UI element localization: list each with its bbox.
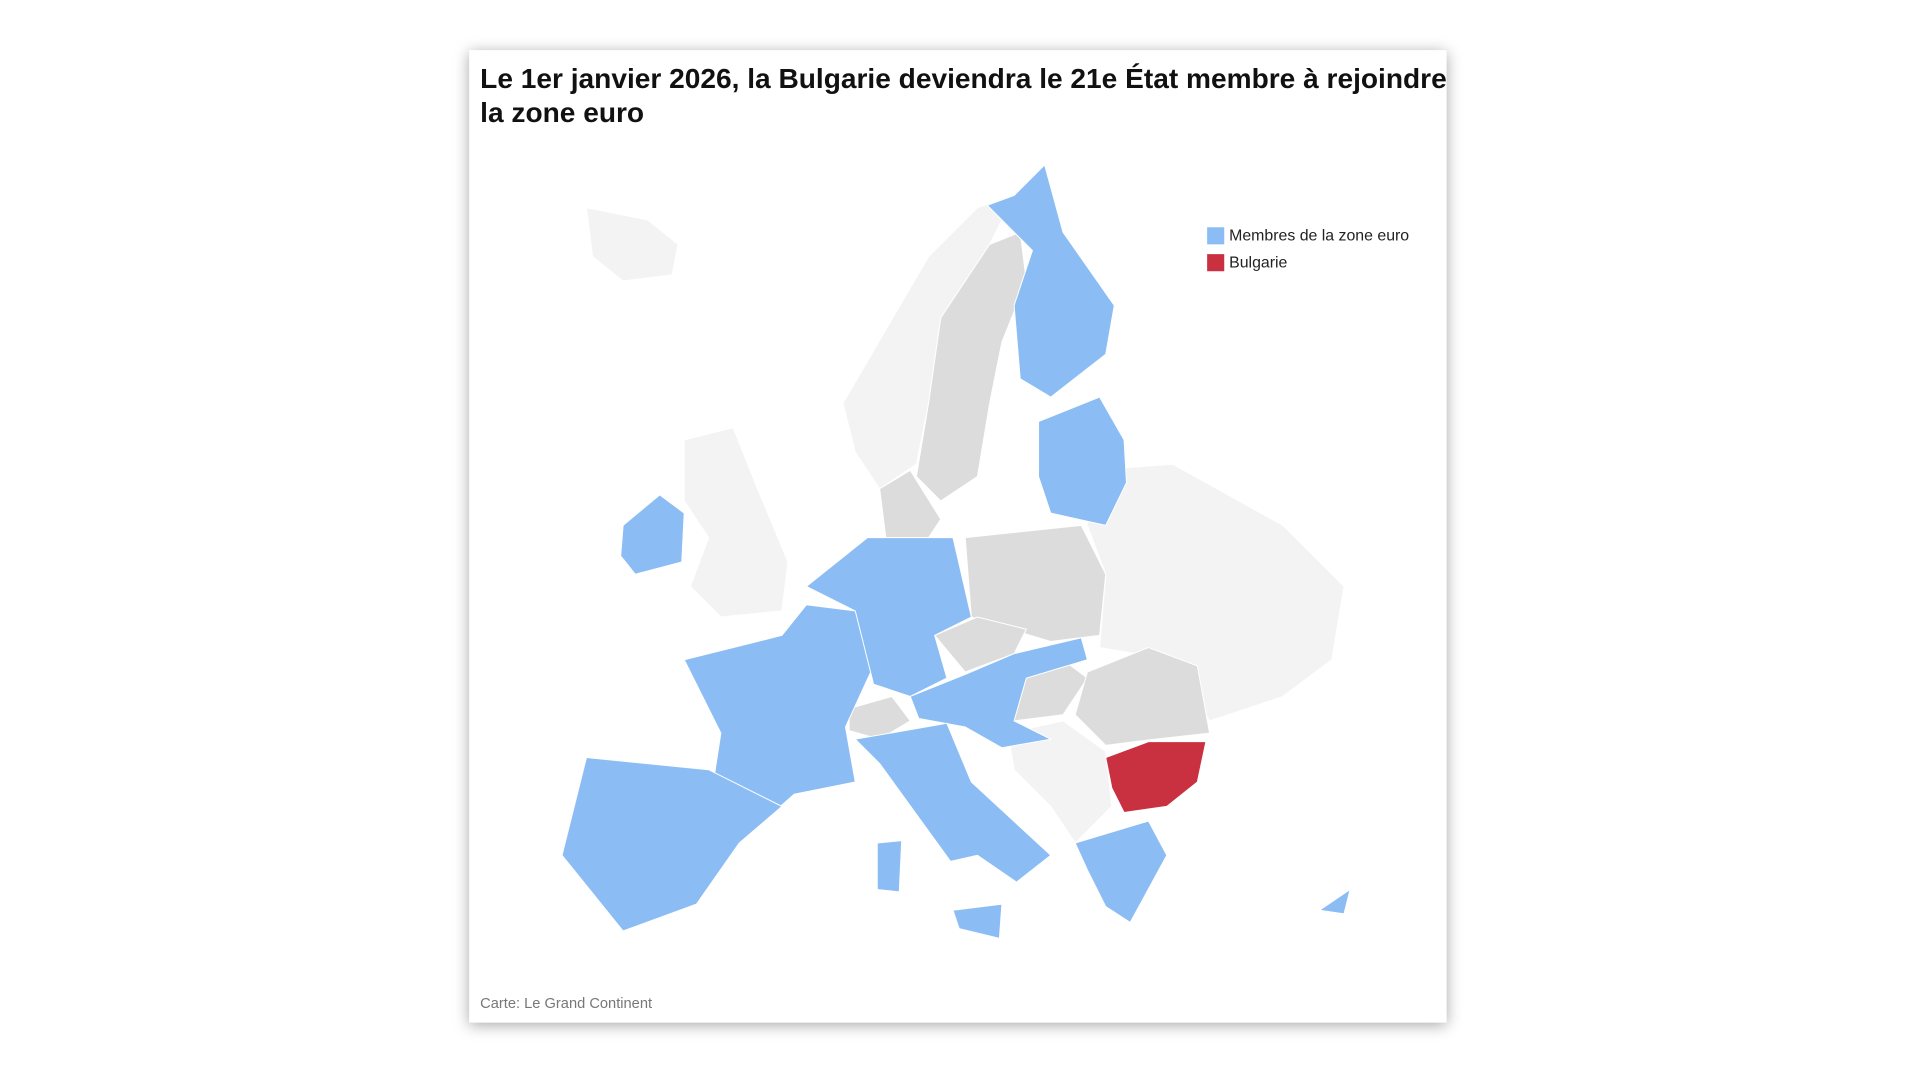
eastern-europe — [1086, 463, 1345, 722]
czechia — [933, 616, 1028, 673]
switzerland — [848, 695, 911, 740]
legend-label: Membres de la zone euro — [1229, 228, 1409, 245]
sweden — [915, 231, 1027, 502]
romania — [1074, 647, 1211, 746]
legend-label: Bulgarie — [1229, 255, 1287, 272]
greece — [1074, 820, 1168, 924]
cyprus — [1318, 888, 1351, 915]
balkans — [1007, 720, 1113, 844]
legend-swatch — [1207, 227, 1225, 245]
finland — [986, 164, 1115, 398]
iceland — [585, 207, 679, 282]
uk — [683, 427, 789, 618]
denmark — [879, 469, 942, 539]
baltics — [1038, 396, 1127, 526]
ireland — [620, 494, 685, 575]
euro-members — [561, 164, 1351, 939]
map — [561, 164, 1351, 939]
source: Carte: Le Grand Continent — [480, 996, 652, 1012]
title: Le 1er janvier 2026, la Bulgarie deviend… — [480, 63, 1447, 94]
legend: Membres de la zone euro Bulgarie — [1207, 227, 1409, 272]
germany-benelux — [805, 537, 972, 697]
title: la zone euro — [480, 97, 644, 128]
sardinia — [876, 840, 903, 893]
bulgaria — [1105, 741, 1207, 814]
central-euro — [909, 637, 1089, 749]
iberia — [561, 756, 783, 932]
legend-swatch — [1207, 254, 1225, 272]
italy — [854, 722, 1052, 883]
sicily — [952, 903, 1003, 939]
